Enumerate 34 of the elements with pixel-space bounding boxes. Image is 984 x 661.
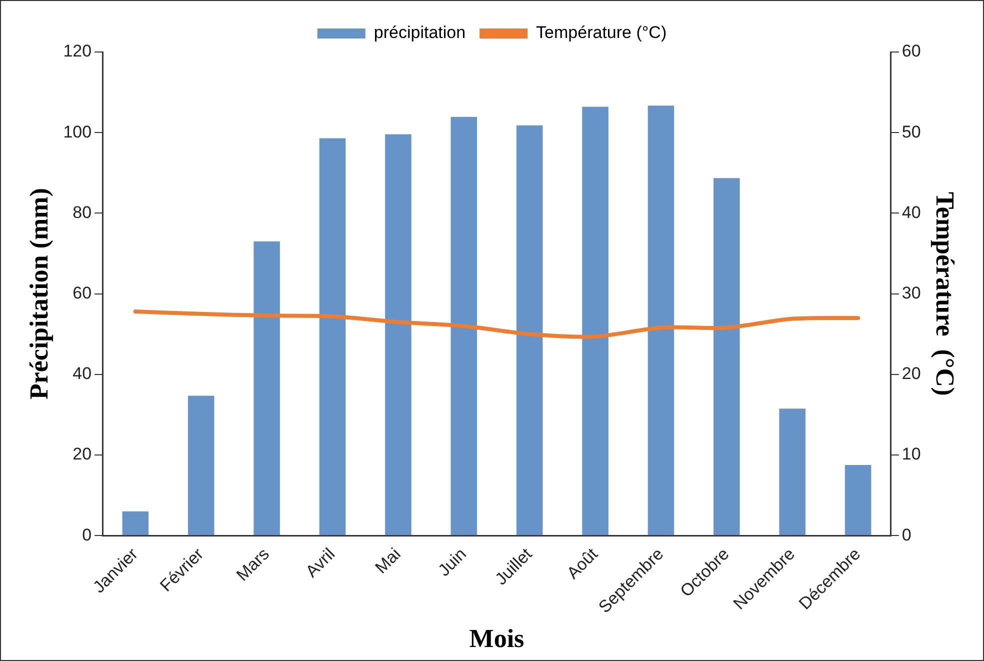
line-series	[133, 310, 860, 339]
legend-label: précipitation	[374, 23, 466, 42]
y2-tick-label: 0	[902, 525, 912, 544]
y-axis-title: Précipitation (mm)	[24, 188, 54, 400]
bar	[844, 465, 872, 536]
bar	[385, 134, 412, 536]
y2-tick-label: 10	[902, 444, 921, 464]
x-tick-label: Mai	[372, 544, 404, 578]
y2-tick-label: 40	[902, 202, 921, 222]
y-tick-label: 120	[63, 42, 92, 61]
bar	[450, 116, 478, 536]
y-tick-label: 100	[63, 122, 92, 142]
bar	[582, 106, 608, 536]
bar	[254, 241, 280, 536]
y-tick-label: 0	[82, 525, 92, 544]
y2-tick-label: 20	[902, 364, 921, 384]
bar	[122, 511, 149, 536]
y2-tick-label: 60	[902, 42, 921, 61]
bar	[516, 125, 543, 536]
legend-label: Température (°C)	[536, 23, 667, 42]
y2-axis-title: Température (°C)	[930, 192, 960, 396]
bar	[779, 408, 806, 536]
y-tick-label: 60	[72, 283, 92, 302]
y-tick-label: 20	[72, 444, 92, 464]
x-tick-label: Juin	[434, 544, 470, 580]
bar	[648, 106, 674, 536]
y2-tick-label: 50	[902, 122, 921, 142]
x-axis-title: Mois	[469, 624, 524, 654]
bar	[714, 178, 740, 536]
y-tick-label: 80	[72, 202, 92, 222]
y-tick-label: 40	[72, 364, 92, 384]
bar	[319, 138, 346, 536]
bar	[188, 396, 214, 536]
y2-tick-label: 30	[902, 283, 921, 302]
